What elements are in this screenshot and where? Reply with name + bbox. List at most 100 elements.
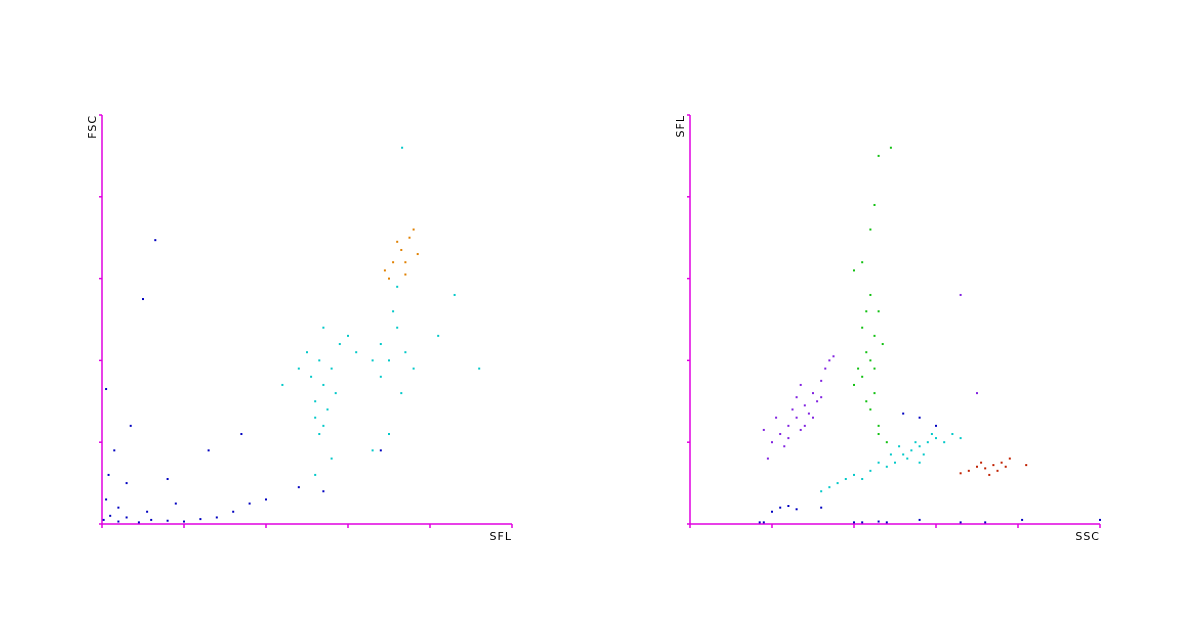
point bbox=[1021, 518, 1024, 521]
point bbox=[232, 510, 235, 513]
point bbox=[910, 449, 913, 452]
point bbox=[322, 490, 325, 493]
point bbox=[877, 520, 880, 523]
point bbox=[771, 510, 773, 513]
point bbox=[836, 482, 839, 485]
point bbox=[404, 261, 407, 264]
point bbox=[943, 441, 946, 444]
point bbox=[779, 433, 782, 436]
point bbox=[820, 396, 823, 399]
point bbox=[388, 359, 390, 362]
point bbox=[832, 355, 835, 358]
point bbox=[791, 408, 794, 411]
point bbox=[984, 467, 987, 470]
point bbox=[400, 392, 403, 395]
point bbox=[297, 367, 300, 370]
point bbox=[873, 334, 876, 337]
point bbox=[820, 379, 823, 382]
point bbox=[412, 367, 415, 370]
point bbox=[762, 521, 765, 524]
point bbox=[824, 367, 827, 370]
point bbox=[779, 506, 782, 509]
point bbox=[894, 461, 896, 464]
point bbox=[265, 498, 267, 501]
point bbox=[129, 424, 132, 427]
point bbox=[379, 449, 382, 452]
point bbox=[107, 473, 110, 476]
point bbox=[113, 449, 116, 452]
point bbox=[926, 441, 929, 444]
point bbox=[869, 469, 872, 472]
point bbox=[105, 388, 108, 391]
point bbox=[318, 433, 321, 436]
point bbox=[166, 478, 169, 481]
point bbox=[898, 445, 901, 448]
point bbox=[330, 367, 333, 370]
point bbox=[865, 351, 868, 354]
point bbox=[102, 518, 105, 521]
point bbox=[984, 521, 987, 524]
point bbox=[306, 351, 308, 354]
point bbox=[1004, 465, 1007, 468]
point bbox=[861, 478, 864, 481]
point bbox=[322, 424, 325, 427]
point bbox=[150, 518, 153, 521]
point bbox=[207, 449, 210, 452]
point bbox=[154, 239, 157, 242]
point bbox=[980, 461, 983, 464]
point bbox=[877, 154, 880, 157]
point bbox=[105, 498, 108, 501]
point bbox=[873, 203, 876, 206]
point bbox=[347, 334, 349, 337]
point bbox=[795, 396, 798, 399]
point bbox=[861, 261, 864, 264]
point bbox=[787, 505, 790, 508]
point bbox=[453, 293, 456, 296]
point bbox=[959, 437, 962, 440]
point bbox=[117, 520, 120, 523]
point bbox=[869, 408, 872, 411]
point bbox=[392, 310, 395, 313]
point bbox=[853, 521, 855, 524]
point bbox=[408, 236, 411, 239]
point bbox=[401, 146, 404, 149]
point bbox=[918, 445, 921, 448]
point bbox=[869, 228, 872, 231]
point bbox=[902, 412, 905, 415]
point bbox=[322, 326, 325, 329]
point bbox=[889, 146, 892, 149]
point bbox=[396, 240, 399, 243]
point bbox=[199, 518, 202, 521]
point bbox=[330, 457, 333, 460]
point bbox=[877, 461, 880, 464]
point bbox=[392, 261, 395, 264]
point bbox=[877, 433, 880, 436]
point bbox=[248, 502, 251, 505]
point bbox=[795, 416, 798, 419]
point bbox=[396, 326, 399, 329]
point bbox=[959, 472, 962, 475]
point bbox=[1000, 461, 1003, 464]
point bbox=[771, 441, 773, 444]
point bbox=[388, 433, 390, 436]
point bbox=[437, 334, 440, 337]
point bbox=[117, 506, 120, 509]
point bbox=[812, 416, 814, 419]
point bbox=[783, 445, 786, 448]
point bbox=[976, 465, 978, 468]
point bbox=[1025, 464, 1028, 467]
point bbox=[885, 465, 888, 468]
point bbox=[326, 408, 329, 411]
point bbox=[758, 521, 761, 524]
point bbox=[828, 486, 831, 489]
point bbox=[865, 310, 868, 313]
point bbox=[166, 519, 169, 522]
point bbox=[807, 412, 810, 415]
point bbox=[873, 367, 876, 370]
point bbox=[976, 392, 978, 395]
point bbox=[355, 351, 358, 354]
point bbox=[371, 359, 374, 362]
point bbox=[379, 343, 382, 346]
point bbox=[416, 253, 419, 256]
point bbox=[281, 383, 284, 386]
